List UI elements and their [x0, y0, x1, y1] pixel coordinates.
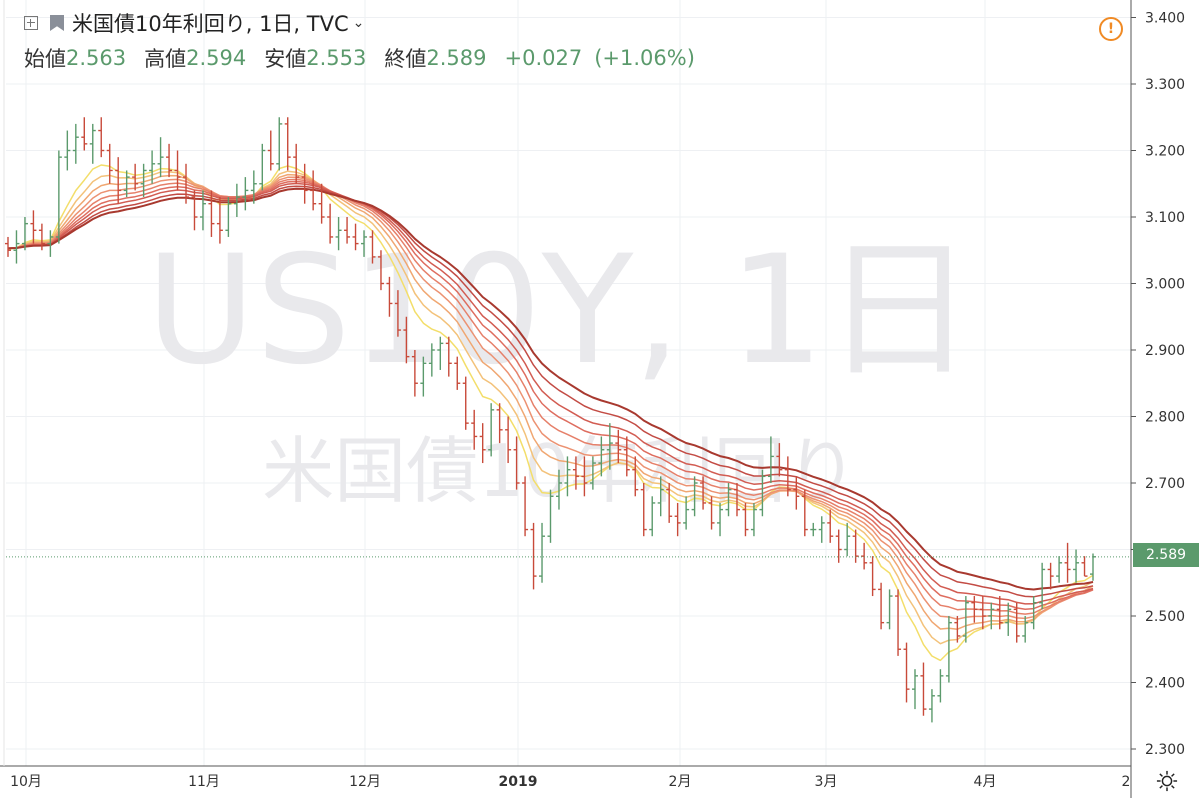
- price-tick-label: 2.900: [1145, 343, 1185, 359]
- ema-line-17: [7, 176, 1094, 620]
- price-tick-label: 2.300: [1145, 742, 1185, 758]
- watermark-name: 米国債10年利回り: [262, 429, 858, 513]
- price-tick-label: 3.300: [1145, 77, 1185, 93]
- ema-line-26: [7, 182, 1094, 605]
- open-value: 2.563: [66, 46, 127, 70]
- time-tick-label: 2019: [499, 774, 538, 790]
- ema-line-34: [7, 187, 1094, 591]
- chevron-down-icon[interactable]: ⌄: [352, 15, 365, 31]
- price-tick-label: 2.400: [1145, 676, 1185, 692]
- symbol-title[interactable]: 米国債10年利回り, 1日, TVC: [72, 12, 349, 36]
- watermark-symbol: US10Y, 1日: [146, 224, 974, 398]
- time-tick-label: 11月: [188, 774, 220, 790]
- open-label: 始値: [24, 47, 66, 71]
- high-value: 2.594: [186, 46, 247, 70]
- time-tick-label: 10月: [10, 774, 42, 790]
- ema-line-14: [7, 173, 1094, 630]
- price-tick-label: 3.100: [1145, 210, 1185, 226]
- price-tick-label: 2.700: [1145, 476, 1185, 492]
- close-value: 2.589: [426, 46, 487, 70]
- price-tick-label: 3.200: [1145, 144, 1185, 160]
- expand-icon[interactable]: [24, 16, 38, 30]
- change-value: +0.027: [504, 46, 583, 70]
- alert-icon[interactable]: !: [1099, 17, 1123, 41]
- high-label: 高値: [144, 47, 187, 71]
- price-tick-label: 3.400: [1145, 11, 1185, 27]
- time-tick-label: 2: [1122, 774, 1131, 790]
- ema-line-11: [7, 170, 1094, 645]
- low-value: 2.553: [306, 46, 367, 70]
- low-label: 安値: [264, 47, 307, 71]
- time-tick-label: 3月: [815, 774, 838, 790]
- symbol-legend: 米国債10年利回り, 1日, TVC ⌄: [24, 10, 364, 36]
- price-tick-label: 2.500: [1145, 609, 1185, 625]
- gear-icon[interactable]: [1156, 770, 1178, 792]
- price-tick-label: 3.000: [1145, 277, 1185, 293]
- last-price-badge: 2.589: [1133, 543, 1199, 567]
- change-percent: (+1.06%): [594, 46, 695, 70]
- close-label: 終値: [384, 47, 427, 71]
- time-tick-label: 2月: [669, 774, 692, 790]
- time-tick-label: 12月: [349, 774, 381, 790]
- flag-icon[interactable]: [50, 15, 64, 31]
- ema-line-20: [7, 178, 1094, 615]
- ema-line-30: [7, 185, 1094, 598]
- ohlc-legend: 始値 2.563 高値 2.594 安値 2.553 終値 2.589 +0.0…: [24, 44, 707, 72]
- price-tick-label: 2.800: [1145, 410, 1185, 426]
- time-tick-label: 4月: [974, 774, 997, 790]
- ema-line-23: [7, 180, 1094, 610]
